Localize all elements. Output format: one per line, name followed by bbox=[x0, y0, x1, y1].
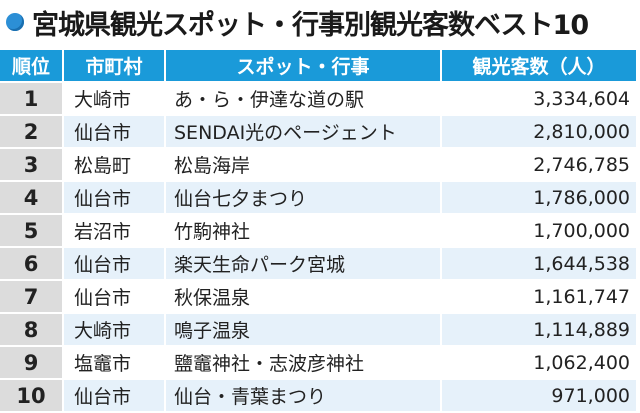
header-city: 市町村 bbox=[64, 50, 164, 81]
table-row: 2 仙台市 SENDAI光のページェント 2,810,000 bbox=[0, 116, 636, 147]
cell-spot: SENDAI光のページェント bbox=[166, 116, 440, 147]
table-header: 順位 市町村 スポット・行事 観光客数（人） bbox=[0, 50, 636, 81]
cell-city: 大崎市 bbox=[64, 83, 164, 114]
cell-city: 松島町 bbox=[64, 149, 164, 180]
cell-spot: 秋保温泉 bbox=[166, 281, 440, 312]
table-row: 1 大崎市 あ・ら・伊達な道の駅 3,334,604 bbox=[0, 83, 636, 114]
cell-count: 1,644,538 bbox=[442, 248, 636, 279]
cell-city: 仙台市 bbox=[64, 380, 164, 411]
cell-count: 2,746,785 bbox=[442, 149, 636, 180]
cell-rank: 6 bbox=[0, 248, 62, 279]
cell-count: 1,114,889 bbox=[442, 314, 636, 345]
cell-city: 仙台市 bbox=[64, 281, 164, 312]
cell-rank: 9 bbox=[0, 347, 62, 378]
cell-rank: 2 bbox=[0, 116, 62, 147]
cell-rank: 1 bbox=[0, 83, 62, 114]
cell-spot: 松島海岸 bbox=[166, 149, 440, 180]
cell-spot: 楽天生命パーク宮城 bbox=[166, 248, 440, 279]
page-title: 宮城県観光スポット・行事別観光客数ベスト10 bbox=[0, 0, 589, 44]
cell-city: 仙台市 bbox=[64, 182, 164, 213]
header-count: 観光客数（人） bbox=[442, 50, 636, 81]
cell-count: 2,810,000 bbox=[442, 116, 636, 147]
cell-spot: 竹駒神社 bbox=[166, 215, 440, 246]
cell-count: 3,334,604 bbox=[442, 83, 636, 114]
cell-city: 塩竈市 bbox=[64, 347, 164, 378]
table-row: 6 仙台市 楽天生命パーク宮城 1,644,538 bbox=[0, 248, 636, 279]
ranking-table: 順位 市町村 スポット・行事 観光客数（人） 1 大崎市 あ・ら・伊達な道の駅 3,3… bbox=[0, 48, 638, 413]
cell-count: 1,161,747 bbox=[442, 281, 636, 312]
cell-city: 仙台市 bbox=[64, 248, 164, 279]
table-row: 8 大崎市 鳴子温泉 1,114,889 bbox=[0, 314, 636, 345]
cell-spot: あ・ら・伊達な道の駅 bbox=[166, 83, 440, 114]
cell-city: 大崎市 bbox=[64, 314, 164, 345]
cell-rank: 5 bbox=[0, 215, 62, 246]
cell-count: 1,700,000 bbox=[442, 215, 636, 246]
table-row: 5 岩沼市 竹駒神社 1,700,000 bbox=[0, 215, 636, 246]
title-text: 宮城県観光スポット・行事別観光客数ベスト10 bbox=[32, 9, 589, 41]
header-spot: スポット・行事 bbox=[166, 50, 440, 81]
cell-rank: 10 bbox=[0, 380, 62, 411]
cell-count: 971,000 bbox=[442, 380, 636, 411]
table-row: 3 松島町 松島海岸 2,746,785 bbox=[0, 149, 636, 180]
table-row: 10 仙台市 仙台・青葉まつり 971,000 bbox=[0, 380, 636, 411]
cell-spot: 鳴子温泉 bbox=[166, 314, 440, 345]
cell-spot: 仙台・青葉まつり bbox=[166, 380, 440, 411]
cell-count: 1,786,000 bbox=[442, 182, 636, 213]
table-row: 9 塩竈市 鹽竈神社・志波彦神社 1,062,400 bbox=[0, 347, 636, 378]
table-row: 7 仙台市 秋保温泉 1,161,747 bbox=[0, 281, 636, 312]
cell-rank: 7 bbox=[0, 281, 62, 312]
cell-spot: 仙台七夕まつり bbox=[166, 182, 440, 213]
cell-rank: 3 bbox=[0, 149, 62, 180]
cell-count: 1,062,400 bbox=[442, 347, 636, 378]
cell-city: 岩沼市 bbox=[64, 215, 164, 246]
cell-rank: 8 bbox=[0, 314, 62, 345]
cell-city: 仙台市 bbox=[64, 116, 164, 147]
table-row: 4 仙台市 仙台七夕まつり 1,786,000 bbox=[0, 182, 636, 213]
cell-spot: 鹽竈神社・志波彦神社 bbox=[166, 347, 440, 378]
header-rank: 順位 bbox=[0, 50, 62, 81]
cell-rank: 4 bbox=[0, 182, 62, 213]
bullet-dot-icon bbox=[6, 13, 24, 31]
